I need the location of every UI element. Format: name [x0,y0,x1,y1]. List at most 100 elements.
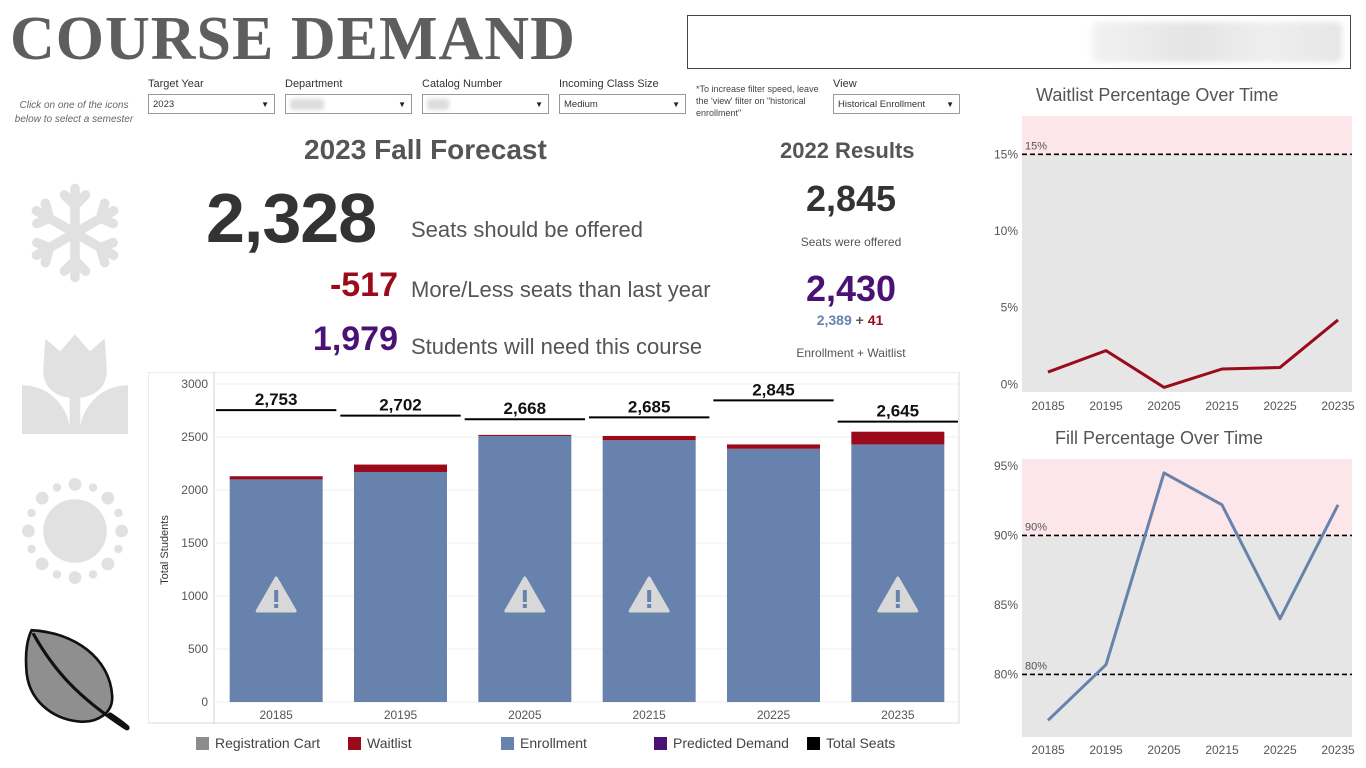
view-select[interactable]: Historical Enrollment ▼ [833,94,960,114]
waitlist-bar [478,434,572,436]
legend-label: Total Seats [826,735,896,751]
winter-snowflake-icon[interactable] [22,180,128,286]
forecast-title: 2023 Fall Forecast [304,134,547,165]
enrollment-bar [602,440,696,702]
y-tick-label: 1000 [181,589,208,603]
y-tick-label: 15% [994,147,1018,161]
y-tick-label: 85% [994,598,1018,612]
results-plus: + [855,312,864,328]
filter-label: Department [285,78,343,90]
y-tick-label: 0% [1001,377,1019,391]
y-tick-label: 500 [188,642,208,656]
redacted-value [290,99,324,110]
threshold-label: 15% [1025,140,1047,152]
filter-view: View Historical Enrollment ▼ [833,78,960,114]
x-tick-label: 20205 [1147,743,1181,757]
enrollment-bar [727,448,820,702]
legend-waitlist[interactable]: Waitlist [348,735,412,751]
x-tick-label: 20185 [1031,399,1065,413]
semester-hint: Click on one of the icons below to selec… [14,100,134,125]
fill-chart-title: Fill Percentage Over Time [1055,428,1264,448]
y-tick-label: 2500 [181,430,208,444]
y-tick-label: 80% [994,667,1018,681]
results-seats-label: Seats were offered [800,235,902,249]
legend-swatch [807,736,820,750]
select-value: 2023 [153,99,175,110]
y-tick-label: 90% [994,528,1018,542]
legend-label: Registration Cart [215,735,321,751]
y-tick-label: 95% [994,459,1018,473]
total-seats-label: 2,668 [504,399,547,418]
y-tick-label: 2000 [181,483,208,497]
warning-dot [274,604,279,608]
results-enrollment-value: 2,389 [816,312,852,328]
target-year-select[interactable]: 2023 ▼ [148,94,275,114]
legend-total-seats[interactable]: Total Seats [807,735,895,751]
warning-mark [522,590,527,602]
forecast-seats-value: 2,328 [206,179,377,257]
chevron-down-icon: ▼ [672,100,680,109]
forecast-students-label: Students will need this course [411,334,703,359]
x-tick-label: 20205 [508,708,542,722]
series-line [1046,471,1340,722]
y-tick-label: 0 [201,695,208,709]
filter-catalog-number: Catalog Number ▼ [422,78,549,114]
legend-enrollment[interactable]: Enrollment [501,735,587,751]
legend-label: Enrollment [520,735,587,751]
filter-label: View [833,78,857,90]
department-select[interactable]: ▼ [285,94,412,114]
x-tick-label: 20195 [1089,743,1123,757]
waitlist-bar [354,464,447,472]
threshold-label: 80% [1025,660,1047,672]
warning-dot [895,604,900,608]
enrollment-bar [851,444,945,702]
legend-predicted-demand[interactable]: Predicted Demand [654,735,789,751]
chevron-down-icon: ▼ [535,100,543,109]
select-value: Historical Enrollment [838,99,926,110]
x-tick-label: 20195 [1089,399,1123,413]
threshold-label: 90% [1025,521,1047,533]
enrollment-bar [478,435,572,702]
dashboard-title: COURSE DEMAND [10,5,576,73]
filter-department: Department ▼ [285,78,412,114]
waitlist-line-chart: 0% 5% 10% 15% 15% 20185 20195 20205 20215 20225 20… [994,116,1355,413]
warning-mark [274,590,279,602]
legend-swatch [196,736,209,750]
warning-mark [895,590,900,602]
forecast-students-value: 1,979 [312,320,398,358]
fall-leaf-icon[interactable] [18,626,130,732]
results-seats-value: 2,845 [805,178,897,219]
legend-swatch [501,736,514,750]
filter-label: Catalog Number [422,78,503,90]
legend-label: Waitlist [367,735,412,751]
warning-dot [522,604,527,608]
x-tick-label: 20235 [1321,399,1355,413]
enrollment-bar [354,471,447,702]
enrollment-bar-chart: 0 500 1000 1500 2000 2500 3000 Total Students 2,… [148,372,960,724]
x-tick-label: 20195 [384,708,418,722]
legend-swatch [654,736,667,750]
catalog-number-select[interactable]: ▼ [422,94,549,114]
filter-speed-note: *To increase filter speed, leave the 'vi… [696,84,819,118]
waitlist-chart-title: Waitlist Percentage Over Time [1036,85,1279,105]
results-breakdown: 2,389 + 41 [780,312,920,328]
waitlist-bar [727,444,820,449]
bar-chart-svg: 0 500 1000 1500 2000 2500 3000 Total Students 2,… [148,372,960,724]
select-value: Medium [564,99,598,110]
x-tick-label: 20235 [1321,743,1355,757]
x-tick-label: 20225 [757,708,791,722]
x-tick-label: 20215 [632,708,666,722]
warning-mark [647,590,652,602]
warning-icon [628,576,670,613]
series-line [1047,318,1339,389]
legend-registration-cart[interactable]: Registration Cart [196,735,320,751]
logo-banner [687,15,1351,69]
spring-tulip-icon[interactable] [22,328,128,434]
results-total-label: Enrollment + Waitlist [796,346,906,360]
filter-label: Target Year [148,78,204,90]
waitlist-bar [602,435,696,441]
y-tick-label: 10% [994,224,1018,238]
class-size-select[interactable]: Medium ▼ [559,94,686,114]
summer-sun-icon[interactable] [22,478,128,584]
x-tick-label: 20225 [1263,743,1297,757]
